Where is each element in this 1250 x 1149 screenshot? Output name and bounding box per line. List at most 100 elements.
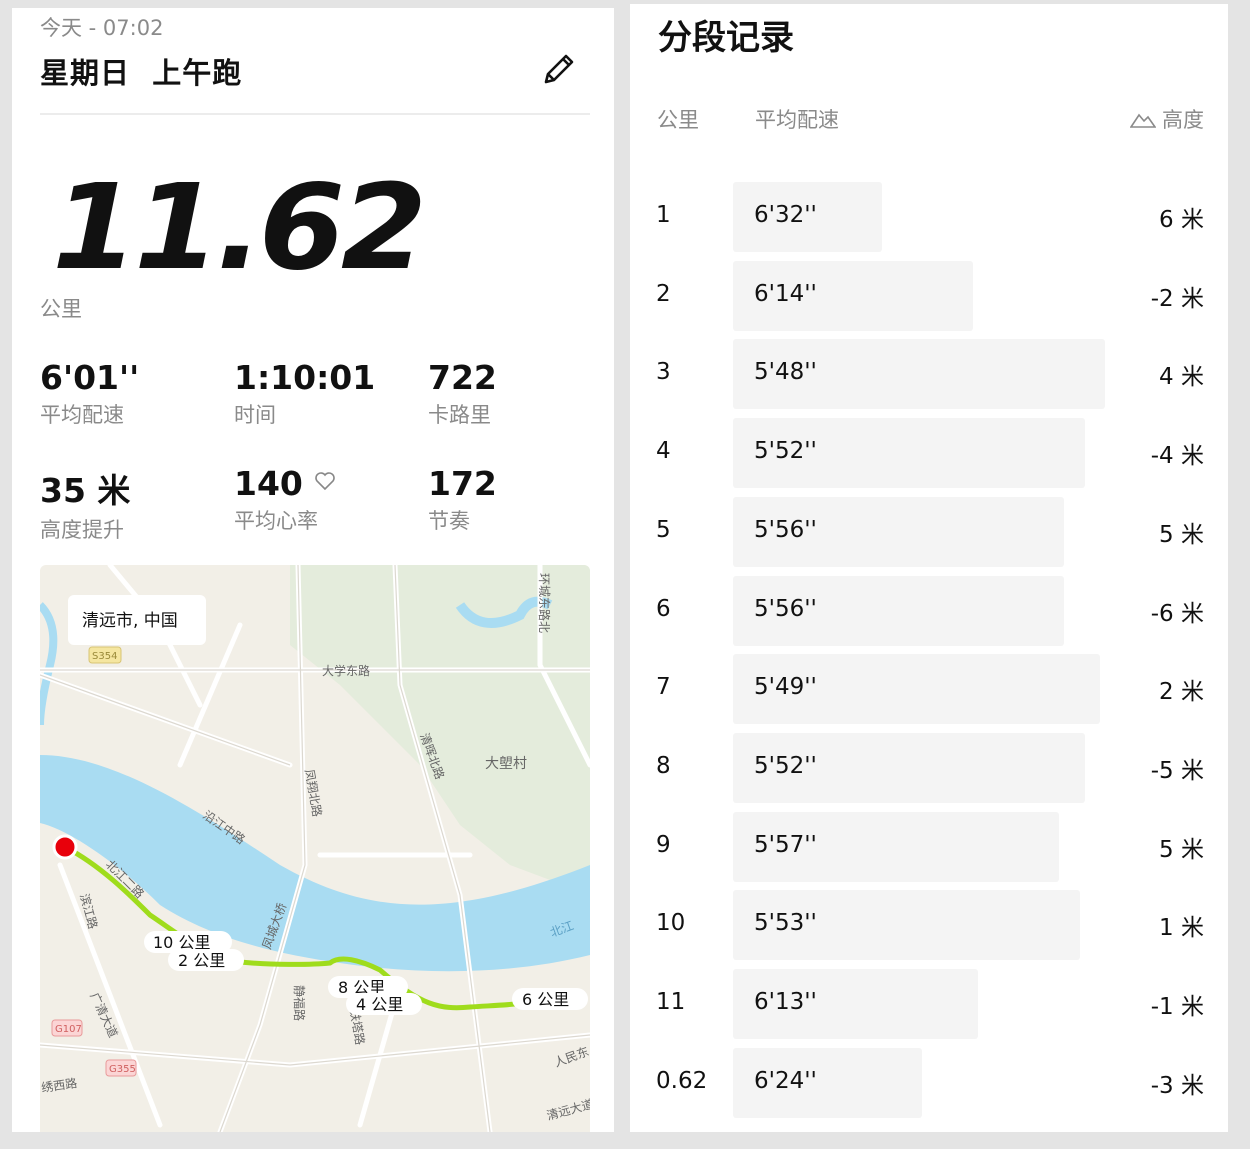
- split-km: 8: [656, 752, 671, 779]
- stat-1: 1:10:01 时间: [234, 358, 375, 429]
- split-row: 11 6'13'' -1 米: [630, 969, 1228, 1039]
- stat-value: 35 米: [40, 471, 131, 510]
- split-elevation: 5 米: [1159, 836, 1204, 863]
- split-km: 2: [656, 280, 671, 307]
- map-canvas[interactable]: 大学东路 大塱村 清晖北路 凤翔北路 沿江中路 北江 凤城大桥 北江二路 滨江路…: [40, 565, 590, 1132]
- activity-title: 星期日 上午跑: [40, 56, 243, 90]
- split-elevation: -4 米: [1150, 443, 1204, 470]
- split-row: 7 5'49'' 2 米: [630, 654, 1228, 725]
- edit-button[interactable]: [542, 52, 576, 86]
- split-elevation: -5 米: [1150, 757, 1204, 784]
- split-km: 6: [656, 595, 671, 622]
- pace-bar: [733, 654, 1100, 725]
- split-row: 1 6'32'' 6 米: [630, 182, 1228, 252]
- activity-summary-panel: 今天 - 07:02 星期日 上午跑 11.62 公里 6'01'' 平均配速 1:…: [12, 8, 614, 1132]
- stat-3: 35 米高度提升: [40, 464, 130, 544]
- split-row: 4 5'52'' -4 米: [630, 418, 1228, 489]
- map-label: 铁塔路: [347, 1008, 368, 1046]
- split-elevation: -6 米: [1150, 600, 1204, 627]
- stat-value: 6'01'': [40, 358, 140, 397]
- stat-label: 时间: [234, 403, 276, 427]
- highway-shield: S354: [92, 651, 117, 662]
- split-pace: 6'14'': [754, 280, 817, 307]
- split-elevation: 4 米: [1159, 364, 1204, 391]
- split-elevation: -3 米: [1150, 1072, 1204, 1099]
- map-label: 绣西路: [40, 1075, 78, 1095]
- split-row: 5 5'56'' 5 米: [630, 496, 1228, 567]
- split-row: 3 5'48'' 4 米: [630, 339, 1228, 410]
- split-elevation: 6 米: [1159, 207, 1204, 233]
- split-km: 5: [656, 516, 671, 543]
- split-km: 11: [656, 989, 686, 1015]
- start-marker: [52, 834, 78, 860]
- highway-shield: G107: [55, 1024, 82, 1035]
- map-location-label: 清远市, 中国: [82, 611, 178, 631]
- distance-marker: 8 公里: [338, 978, 385, 997]
- split-pace: 5'52'': [754, 752, 817, 779]
- mountain-icon: [1130, 113, 1156, 128]
- split-row: 0.62 6'24'' -3 米: [630, 1047, 1228, 1118]
- split-elevation: -1 米: [1150, 994, 1204, 1020]
- split-elevation: -2 米: [1150, 285, 1204, 312]
- pace-bar: [733, 418, 1085, 489]
- stat-label: 平均配速: [40, 403, 124, 427]
- col-elev-header: 高度: [1130, 104, 1204, 134]
- split-km: 7: [656, 674, 671, 701]
- split-km: 9: [656, 831, 671, 858]
- stat-value: 172: [428, 464, 497, 503]
- stat-5: 172 节奏: [428, 464, 497, 535]
- pace-bar: [733, 732, 1085, 803]
- split-pace: 5'48'': [754, 359, 817, 386]
- splits-title: 分段记录: [658, 18, 794, 58]
- split-pace: 6'24'': [754, 1067, 817, 1094]
- pace-bar: [733, 182, 882, 252]
- distance-marker: 6 公里: [522, 990, 569, 1009]
- split-km: 4: [656, 438, 671, 465]
- pace-bar: [733, 890, 1080, 961]
- split-pace: 5'56'': [754, 516, 817, 543]
- split-elevation: 2 米: [1159, 679, 1204, 706]
- split-km: 1: [656, 202, 671, 228]
- col-elev-label: 高度: [1162, 108, 1204, 132]
- split-pace: 5'53'': [754, 910, 817, 937]
- split-row: 2 6'14'' -2 米: [630, 260, 1228, 331]
- map-label: 静福路: [292, 985, 307, 1021]
- split-pace: 5'57'': [754, 831, 817, 858]
- split-km: 10: [656, 910, 686, 937]
- splits-panel: 分段记录 公里 平均配速 高度 1 6'32'' 6 米 2 6'14'' -2…: [630, 4, 1228, 1132]
- split-row: 8 5'52'' -5 米: [630, 732, 1228, 803]
- split-pace: 5'52'': [754, 438, 817, 465]
- stat-label: 高度提升: [40, 518, 124, 542]
- stat-label: 节奏: [428, 509, 470, 533]
- col-km-header: 公里: [657, 108, 699, 132]
- activity-date: 今天 - 07:02: [40, 16, 164, 40]
- distance-marker: 4 公里: [356, 995, 403, 1014]
- split-pace: 5'56'': [754, 595, 817, 622]
- distance-unit: 公里: [40, 297, 82, 321]
- pace-bar: [733, 969, 979, 1039]
- split-row: 6 5'56'' -6 米: [630, 575, 1228, 646]
- pace-bar: [733, 811, 1060, 882]
- pace-bar: [733, 260, 974, 331]
- split-elevation: 5 米: [1159, 521, 1204, 548]
- route-map[interactable]: 大学东路 大塱村 清晖北路 凤翔北路 沿江中路 北江 凤城大桥 北江二路 滨江路…: [40, 565, 590, 1132]
- stat-0: 6'01'' 平均配速: [40, 358, 139, 429]
- map-label: 环城东路北: [537, 573, 552, 633]
- pace-bar: [733, 1047, 923, 1118]
- highway-shield: G355: [109, 1064, 136, 1075]
- distance-value: 11.62: [52, 158, 427, 296]
- split-pace: 6'32'': [754, 202, 817, 228]
- route-line: [62, 844, 553, 1011]
- distance-marker: 2 公里: [178, 951, 225, 970]
- stat-2: 722 卡路里: [428, 358, 497, 429]
- stat-value: 140: [234, 464, 336, 503]
- stat-4: 140 平均心率: [234, 464, 336, 535]
- map-label: 大学东路: [322, 663, 370, 678]
- split-elevation: 1 米: [1159, 915, 1204, 942]
- split-km: 3: [656, 359, 671, 386]
- pace-bar: [733, 339, 1105, 410]
- stat-label: 平均心率: [234, 509, 318, 533]
- split-pace: 6'13'': [754, 989, 817, 1015]
- stat-label: 卡路里: [428, 403, 491, 427]
- pace-bar: [733, 496, 1065, 567]
